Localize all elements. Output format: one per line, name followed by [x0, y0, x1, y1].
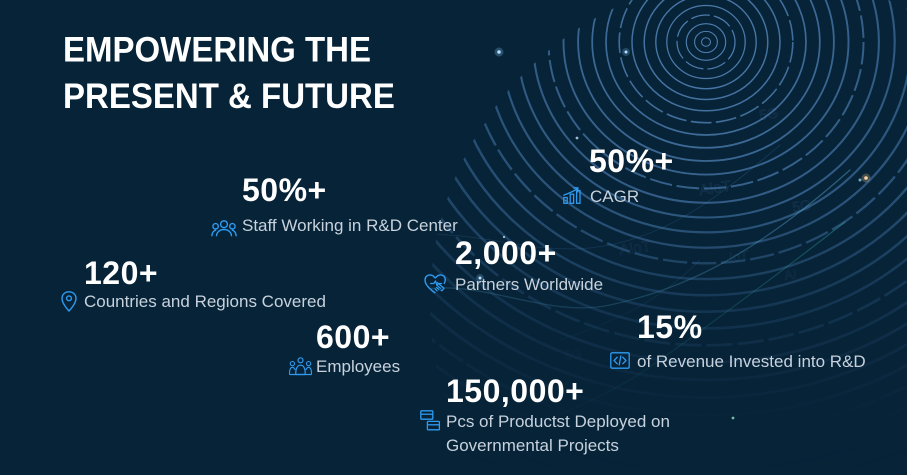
svg-text:5G: 5G	[563, 346, 582, 363]
svg-text:5G: 5G	[758, 105, 779, 123]
svg-text:AIoT: AIoT	[698, 178, 732, 199]
svg-text:AI: AI	[783, 266, 797, 283]
svg-text:5G: 5G	[791, 197, 812, 215]
